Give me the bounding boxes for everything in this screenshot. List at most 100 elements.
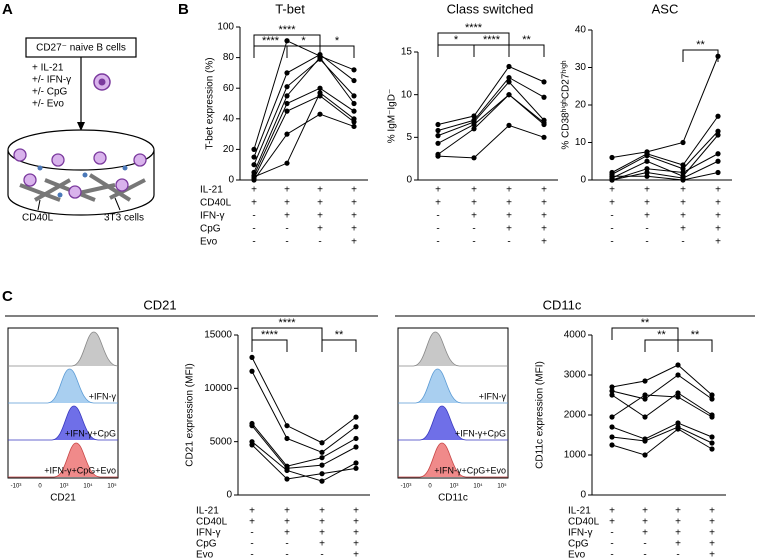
donor-line (437, 76, 545, 131)
data-point (351, 77, 357, 84)
donor-line (253, 87, 355, 176)
data-point (353, 465, 359, 471)
pointer (114, 197, 121, 211)
condition-sign: - (681, 237, 684, 248)
schematic-label: 3T3 cells (104, 213, 144, 224)
data-point (715, 169, 721, 176)
data-point (675, 426, 681, 432)
data-point (642, 452, 648, 458)
condition-sign: + (541, 224, 547, 235)
condition-sign: - (507, 237, 510, 248)
condition-sign: + (709, 539, 715, 550)
significance-label: * (335, 35, 340, 47)
data-point (644, 169, 650, 176)
donor-line (251, 357, 357, 444)
condition-sign: + (249, 517, 255, 528)
condition-sign: + (353, 506, 359, 517)
significance-bracket (251, 327, 323, 340)
y-tick-label: 80 (223, 52, 235, 63)
data-point (317, 85, 323, 91)
data-point (319, 455, 325, 461)
data-point (715, 132, 721, 138)
condition-sign: + (353, 539, 359, 550)
donor-line (253, 53, 355, 158)
data-point (642, 414, 648, 420)
condition-sign: + (506, 224, 512, 235)
donor-line (611, 392, 713, 418)
donor-line (437, 94, 545, 144)
donor-line (253, 113, 355, 181)
condition-sign: - (436, 211, 439, 222)
condition-label: Evo (568, 550, 586, 560)
data-point (284, 476, 290, 482)
condition-sign: - (643, 550, 646, 560)
data-point (609, 442, 615, 448)
histogram-tick: 10⁴ (473, 483, 483, 490)
data-point (249, 354, 255, 360)
data-point (709, 392, 715, 398)
data-point (353, 460, 359, 466)
donor-line (251, 444, 357, 480)
significance-label: ** (696, 39, 705, 51)
condition-label: IL-21 (196, 506, 219, 517)
condition-sign: + (609, 185, 615, 196)
panel-label: C (2, 288, 13, 305)
condition-label: Evo (200, 237, 218, 248)
donor-line (611, 56, 719, 158)
data-point (709, 446, 715, 452)
condition-sign: + (251, 185, 257, 196)
donor-line (437, 65, 545, 126)
condition-sign: + (644, 211, 650, 222)
condition-sign: - (285, 237, 288, 248)
y-tick-label: 3000 (564, 370, 587, 381)
data-point (284, 70, 290, 76)
data-point (249, 423, 255, 429)
y-tick-label: 0 (226, 490, 232, 501)
condition-label: IFN-γ (568, 528, 592, 539)
y-tick-label: 40 (223, 113, 235, 124)
condition-sign: + (675, 539, 681, 550)
histogram-curve (398, 442, 508, 478)
data-point (353, 414, 359, 420)
donor-line (437, 93, 545, 155)
treatment: +/- IFN-γ (32, 75, 71, 86)
significance-bracket (319, 45, 355, 58)
condition-sign: - (250, 539, 253, 550)
condition-sign: + (715, 237, 721, 248)
significance-bracket (644, 339, 679, 352)
data-point (435, 140, 441, 146)
histogram-curve (8, 368, 118, 404)
condition-sign: + (435, 185, 441, 196)
data-point (249, 442, 255, 448)
significance-label: ** (335, 329, 344, 341)
condition-sign: + (317, 224, 323, 235)
condition-sign: + (709, 517, 715, 528)
pointer (37, 199, 41, 211)
data-point (609, 392, 615, 398)
data-point (644, 166, 650, 172)
condition-sign: + (642, 528, 648, 539)
histogram-tick: 10⁵ (107, 483, 117, 490)
data-point (284, 93, 290, 99)
significance-label: ** (522, 34, 531, 46)
condition-sign: + (471, 198, 477, 209)
condition-sign: + (351, 198, 357, 209)
condition-sign: - (643, 539, 646, 550)
condition-sign: + (675, 517, 681, 528)
treatment: + IL-21 (32, 63, 64, 74)
data-point (317, 90, 323, 96)
data-point (317, 111, 323, 117)
condition-sign: + (675, 506, 681, 517)
data-point (609, 173, 615, 179)
condition-sign: + (675, 528, 681, 539)
histogram-label: +IFN-γ+CpG (455, 428, 506, 438)
data-point (284, 160, 290, 166)
condition-sign: - (436, 237, 439, 248)
histogram-curve (8, 331, 118, 367)
condition-sign: - (472, 224, 475, 235)
histogram-label: +IFN-γ+CpG+Evo (434, 465, 506, 475)
data-point (715, 128, 721, 134)
y-tick-label: 0 (580, 175, 586, 186)
significance-bracket (677, 339, 713, 352)
